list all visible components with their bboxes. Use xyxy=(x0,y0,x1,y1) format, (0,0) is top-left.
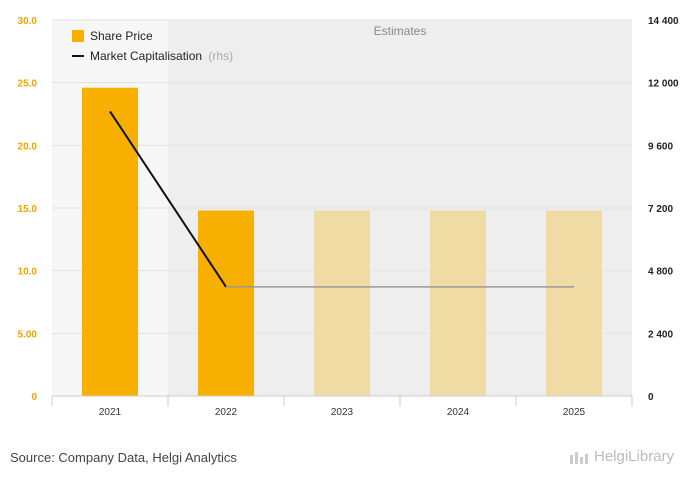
brand-logo: HelgiLibrary xyxy=(568,448,674,465)
left-tick-label: 0 xyxy=(31,392,37,403)
helgi-logo-icon xyxy=(570,451,588,464)
right-tick-label: 14 400 xyxy=(648,16,679,27)
left-tick-label: 20.0 xyxy=(18,141,38,152)
right-tick-label: 2 400 xyxy=(648,329,673,340)
x-tick-label: 2022 xyxy=(215,407,238,418)
legend-swatch-share-price xyxy=(72,30,84,42)
legend-label-rhs: (rhs) xyxy=(208,49,233,63)
right-tick-label: 4 800 xyxy=(648,267,673,278)
left-axis: 0 5.00 10.0 15.0 20.0 25.0 30.0 xyxy=(18,16,38,403)
left-tick-label: 30.0 xyxy=(18,16,38,27)
bar-share-price-2022 xyxy=(198,210,254,396)
bar-share-price-2021 xyxy=(82,87,138,397)
source-note: Source: Company Data, Helgi Analytics xyxy=(10,450,237,465)
legend-label-share-price: Share Price xyxy=(90,29,153,43)
right-axis: 0 2 400 4 800 7 200 9 600 12 000 14 400 xyxy=(648,16,679,403)
x-tick-label: 2023 xyxy=(331,407,354,418)
line-segment-market-cap xyxy=(109,110,227,288)
x-tick-label: 2025 xyxy=(563,407,586,418)
left-tick-label: 25.0 xyxy=(18,79,38,90)
market-cap-line xyxy=(109,110,574,288)
bar-share-price-2024 xyxy=(430,210,486,396)
x-axis: 2021 2022 2023 2024 2025 xyxy=(51,395,633,418)
right-tick-label: 7 200 xyxy=(648,204,673,215)
right-tick-label: 0 xyxy=(648,392,654,403)
bars xyxy=(82,87,602,397)
estimates-label: Estimates xyxy=(374,24,427,38)
legend-label-market-cap: Market Capitalisation (rhs) xyxy=(90,49,233,63)
bar-share-price-2023 xyxy=(314,210,370,396)
chart: Estimates 0 5.00 10.0 15.0 20.0 25.0 30.0 0 2 4… xyxy=(18,16,679,418)
right-tick-label: 12 000 xyxy=(648,79,679,90)
bar-share-price-2025 xyxy=(546,210,602,396)
right-tick-label: 9 600 xyxy=(648,141,673,152)
left-tick-label: 10.0 xyxy=(18,267,38,278)
left-tick-label: 5.00 xyxy=(18,329,38,340)
legend-label-market-cap-name: Market Capitalisation xyxy=(90,49,202,63)
x-tick-label: 2021 xyxy=(99,407,122,418)
left-tick-label: 15.0 xyxy=(18,204,38,215)
x-tick-label: 2024 xyxy=(447,407,470,418)
brand-name: HelgiLibrary xyxy=(594,448,675,465)
legend: Share Price Market Capitalisation (rhs) xyxy=(72,29,233,63)
